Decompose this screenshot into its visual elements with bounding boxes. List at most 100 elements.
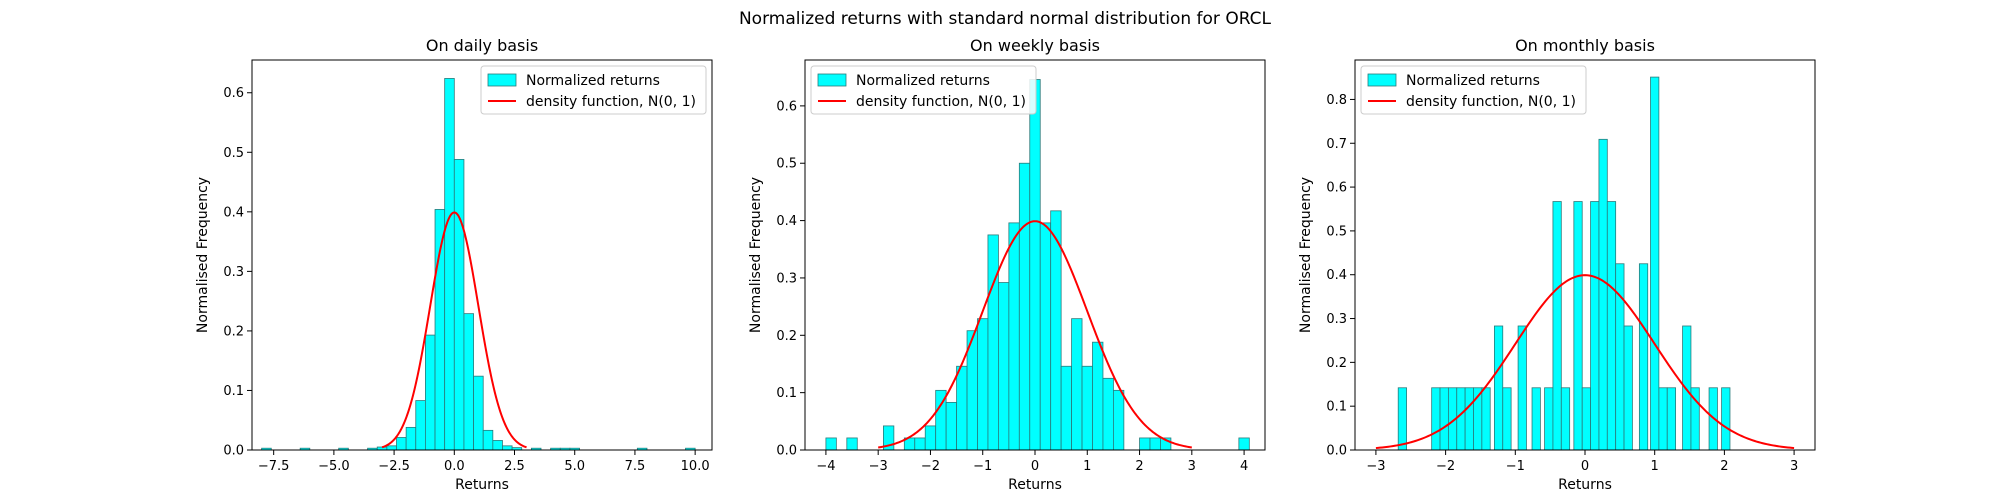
- y-axis-label: Normalised Frequency: [195, 177, 211, 333]
- x-axis-label: Returns: [1558, 477, 1612, 493]
- legend-label-density: density function, N(0, 1): [526, 94, 696, 110]
- histogram-bar: [1552, 201, 1562, 451]
- density-curve: [381, 211, 527, 449]
- y-axis-label: Normalised Frequency: [1298, 177, 1314, 333]
- histogram-bar: [386, 445, 397, 451]
- histogram-bar: [1039, 222, 1052, 451]
- histogram-bar: [1544, 387, 1554, 451]
- y-tick-label: 0.6: [223, 86, 244, 101]
- x-tick-label: −2: [1436, 459, 1455, 474]
- x-tick-label: 10.0: [681, 459, 710, 474]
- x-tick-label: 7.5: [625, 459, 646, 474]
- y-tick-label: 0.6: [776, 99, 797, 114]
- histogram-bar: [1149, 437, 1161, 451]
- histogram-bar: [1060, 365, 1072, 451]
- histogram-bar: [434, 209, 446, 451]
- histogram-bar: [1018, 162, 1031, 451]
- x-tick-label: 2: [1720, 459, 1728, 474]
- panels-container: −7.5 −5.0 −2.5 0.0 2.5 5.0 7.5 10.00.00.10.20.3…: [195, 36, 1816, 493]
- legend: Normalized returns density function, N(0,…: [810, 65, 1037, 115]
- x-tick-label: 4: [1240, 459, 1248, 474]
- histogram-bar: [1502, 387, 1512, 451]
- histogram-bar: [1456, 387, 1466, 451]
- legend-label-histogram: Normalized returns: [526, 73, 660, 89]
- panel-2: −4 −3 −2 −1 0 1 2 3 4 0.0 0.1 0.2 0.3 0.4 0.5 0.6 On wee…: [748, 36, 1266, 493]
- histogram-bar: [956, 365, 968, 451]
- x-tick-label: 2: [1135, 459, 1143, 474]
- histogram-bar: [1623, 325, 1633, 451]
- y-tick-label: 0.4: [223, 205, 244, 220]
- x-tick-label: −2: [921, 459, 940, 474]
- histogram-bar: [1598, 138, 1608, 451]
- histogram-bar: [1102, 377, 1114, 451]
- legend-label-histogram: Normalized returns: [1406, 73, 1540, 89]
- y-tick-label: 0.6: [1326, 181, 1347, 196]
- histogram-bar: [914, 437, 926, 451]
- histogram-bar: [405, 426, 417, 451]
- y-tick-label: 0.0: [223, 444, 244, 459]
- histogram-bar: [463, 313, 474, 451]
- y-tick-label: 0.8: [1326, 93, 1347, 108]
- histogram-bar: [924, 425, 937, 451]
- x-tick-label: −5.0: [318, 459, 350, 474]
- y-tick-label: 0.5: [776, 157, 797, 172]
- legend-box: [480, 65, 707, 115]
- y-tick-label: 0.3: [1326, 312, 1347, 327]
- histogram-bar: [1431, 387, 1441, 451]
- panel-title: On weekly basis: [970, 36, 1100, 55]
- legend-label-density: density function, N(0, 1): [856, 94, 1026, 110]
- histogram-bar: [825, 437, 837, 451]
- x-tick-label: 0: [1581, 459, 1589, 474]
- plot-area: [1355, 60, 1815, 450]
- histogram-bar: [1139, 437, 1151, 451]
- x-tick-label: 5.0: [564, 459, 585, 474]
- histogram-bar: [1517, 325, 1527, 451]
- histogram-bar: [1560, 387, 1571, 451]
- histogram-bar: [1721, 387, 1731, 451]
- histogram-bar: [453, 159, 465, 451]
- x-tick-label: −1: [973, 459, 992, 474]
- y-tick-label: 0.4: [1326, 268, 1347, 283]
- x-tick-label: −3: [869, 459, 888, 474]
- histogram-bar: [846, 437, 858, 451]
- x-tick-label: −3: [1366, 459, 1385, 474]
- histogram-bar: [1464, 387, 1474, 451]
- histogram-bar: [1081, 365, 1093, 451]
- histogram-bar: [415, 400, 426, 451]
- y-tick-label: 0.4: [776, 214, 797, 229]
- histogram-bar: [473, 375, 484, 451]
- y-tick-label: 0.2: [776, 329, 797, 344]
- histogram-bar: [396, 437, 407, 451]
- legend: Normalized returns density function, N(0,…: [480, 65, 707, 115]
- legend-box: [1360, 65, 1587, 115]
- panel-title: On daily basis: [426, 36, 538, 55]
- x-tick-label: −1: [1506, 459, 1525, 474]
- histogram-bar: [1397, 387, 1407, 451]
- histogram-bar: [1481, 387, 1491, 451]
- legend-swatch-bars: [817, 73, 847, 87]
- x-tick-label: 3: [1790, 459, 1798, 474]
- histogram-bar: [1590, 201, 1600, 451]
- y-tick-label: 0.1: [223, 384, 244, 399]
- histogram-bar: [998, 282, 1010, 451]
- y-tick-label: 0.3: [776, 271, 797, 286]
- histogram-bar: [1666, 387, 1677, 451]
- legend-label-density: density function, N(0, 1): [1406, 94, 1576, 110]
- y-axis-label: Normalised Frequency: [748, 177, 764, 333]
- histogram-bar: [1650, 76, 1660, 451]
- histogram-bar: [1113, 389, 1125, 451]
- histogram-bar: [1439, 387, 1449, 451]
- x-tick-label: 0: [1031, 459, 1039, 474]
- histogram-bar: [1638, 263, 1649, 451]
- histogram-bar: [444, 78, 455, 451]
- legend: Normalized returns density function, N(0,…: [1360, 65, 1587, 115]
- legend-swatch-bars: [1367, 73, 1397, 87]
- panel-3: −3 −2 −1 0 1 2 3 0.0 0.1 0.2 0.3 0.4 0.5 0.6 0.7 0.8 On …: [1298, 36, 1816, 493]
- y-tick-label: 0.5: [1326, 224, 1347, 239]
- x-tick-label: −2.5: [378, 459, 410, 474]
- histogram-bar: [502, 445, 513, 451]
- x-tick-label: 0.0: [444, 459, 465, 474]
- y-tick-label: 0.1: [1326, 400, 1347, 415]
- y-tick-label: 0.2: [223, 324, 244, 339]
